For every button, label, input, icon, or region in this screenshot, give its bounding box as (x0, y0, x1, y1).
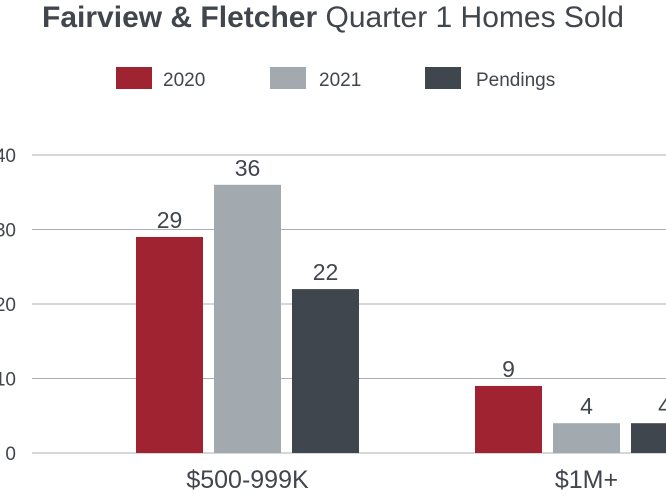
bar-pendings-2 (631, 423, 666, 453)
category-label: $500-999K (186, 466, 309, 494)
bars (136, 184, 666, 454)
bar-2021-2 (553, 423, 620, 453)
y-tick-label: 20 (0, 295, 16, 316)
legend-label-pendings: Pendings (476, 70, 555, 91)
bar-pendings-1 (292, 289, 359, 453)
chart-title-bold: Fairview & Fletcher (42, 1, 318, 34)
chart-legend: 2020 2021 Pendings (116, 67, 555, 91)
y-tick-label: 0 (5, 444, 16, 465)
value-label: 4 (658, 393, 666, 419)
value-label: 22 (313, 259, 339, 285)
chart-title-rest: Quarter 1 Homes Sold (325, 1, 624, 34)
y-tick-label: 10 (0, 370, 16, 391)
legend-label-2021: 2021 (319, 70, 361, 91)
legend-label-2020: 2020 (163, 70, 205, 91)
value-label: 9 (502, 356, 515, 382)
y-axis-ticks: 0 10 20 30 40 (0, 146, 16, 465)
value-label: 36 (235, 155, 261, 181)
legend-swatch-2021 (270, 67, 306, 89)
legend-swatch-pendings (425, 67, 461, 89)
bar-2021-1 (214, 184, 281, 454)
chart-title: Fairview & Fletcher Quarter 1 Homes Sold (0, 0, 666, 42)
value-labels: 29 36 22 9 4 4 (157, 155, 666, 419)
bar-2020-1 (136, 236, 203, 453)
bar-2020-2 (475, 385, 542, 453)
y-tick-label: 40 (0, 146, 16, 167)
y-tick-label: 30 (0, 221, 16, 242)
value-label: 4 (580, 393, 593, 419)
x-axis-categories: $500-999K $1M+ (186, 466, 618, 494)
category-label: $1M+ (555, 466, 618, 494)
legend-swatch-2020 (116, 67, 152, 89)
value-label: 29 (157, 207, 183, 233)
